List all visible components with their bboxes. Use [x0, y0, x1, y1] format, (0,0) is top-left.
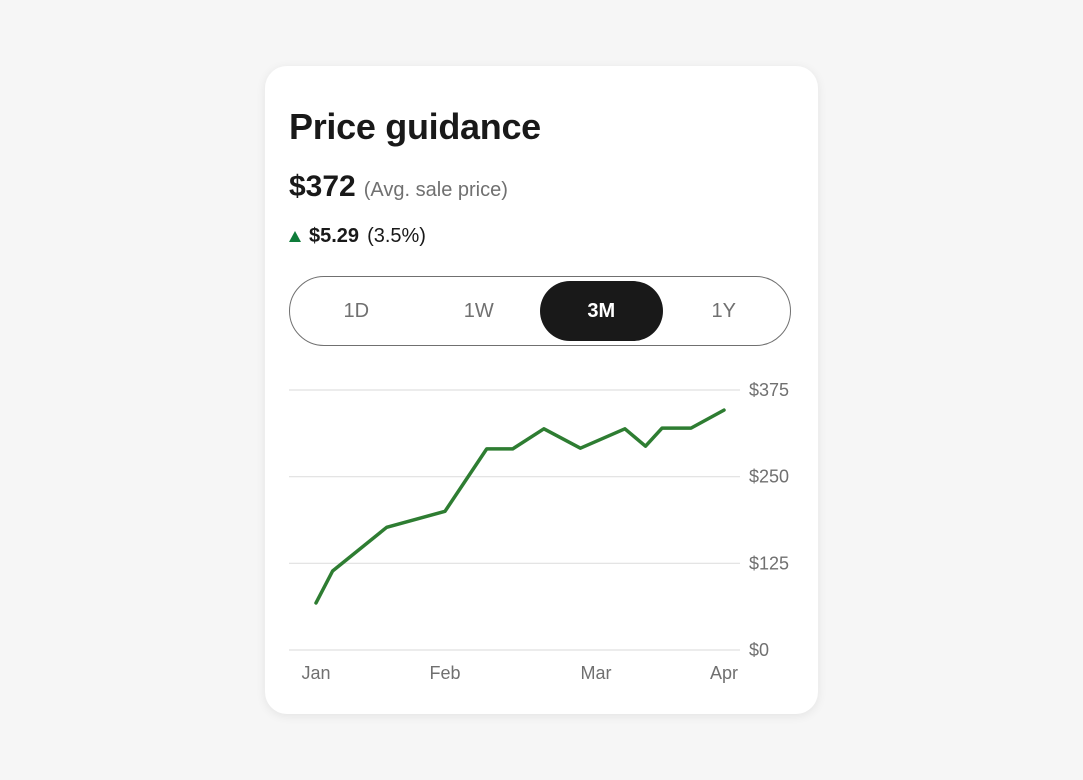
price-change: $5.29 (3.5%)	[289, 225, 426, 248]
x-tick-label: Jan	[301, 663, 330, 683]
y-tick-label: $0	[749, 640, 769, 660]
triangle-up-icon	[289, 231, 301, 242]
avg-price: $372	[289, 170, 356, 203]
y-tick-label: $375	[749, 380, 789, 400]
x-tick-label: Apr	[710, 663, 738, 683]
x-tick-label: Mar	[581, 663, 612, 683]
y-tick-label: $125	[749, 553, 789, 573]
range-1y-button[interactable]: 1Y	[711, 299, 736, 322]
change-amount: $5.29	[309, 225, 360, 247]
range-1w-button[interactable]: 1W	[463, 299, 494, 322]
avg-price-label: (Avg. sale price)	[363, 179, 508, 201]
range-selector: 1D 1W 3M 1Y	[289, 276, 791, 346]
price-line	[314, 408, 726, 605]
x-tick-label: Feb	[429, 663, 460, 683]
y-tick-label: $250	[749, 467, 789, 487]
price-row: $372 (Avg. sale price)	[289, 170, 508, 204]
price-guidance-card: Price guidance $372 (Avg. sale price) $5…	[265, 66, 818, 714]
price-chart: $375 $250 $125 $0 Jan Feb Mar Apr	[289, 380, 789, 683]
change-percent: (3.5%)	[367, 225, 426, 247]
range-1d-button[interactable]: 1D	[343, 299, 370, 322]
range-3m-button[interactable]: 3M	[540, 281, 663, 341]
card-title: Price guidance	[289, 106, 541, 147]
